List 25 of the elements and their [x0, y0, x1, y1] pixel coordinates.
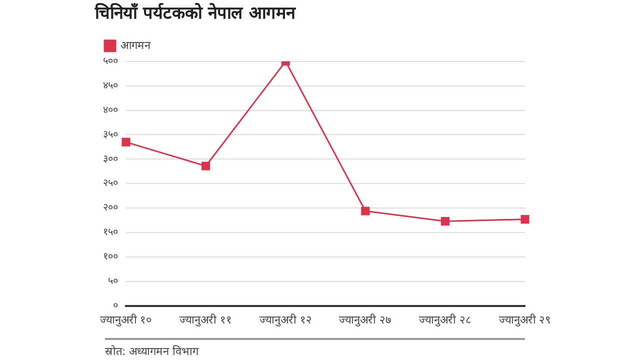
x-tick-label: ज्यानुअरी २७: [339, 313, 392, 326]
y-tick-label: ४५०: [103, 80, 118, 92]
y-tick-label: ५००: [103, 56, 118, 67]
x-tick-label: ज्यानुअरी १२: [259, 313, 312, 326]
x-tick-label: ज्यानुअरी २९: [498, 313, 552, 326]
text: स्रोत: अध्यागमन विभाग: [105, 344, 200, 358]
point: [361, 206, 370, 216]
y-tick-label: २५०: [103, 178, 118, 190]
legend-label: आगमन: [120, 38, 152, 52]
y-tick-label: ४००: [103, 104, 118, 116]
point: [202, 162, 210, 170]
chart-title: चिनियाँ पर्यटकको नेपाल आगमन: [94, 2, 296, 24]
point: [520, 214, 530, 224]
y-tick-label: २००: [103, 202, 118, 214]
y-tick-label: ०: [113, 300, 118, 312]
point: [122, 138, 130, 146]
x-tick-label: ज्यानुअरी १०: [100, 313, 152, 326]
y-tick-label: १५०: [103, 227, 118, 238]
y-tick-label: ३५०: [103, 129, 118, 140]
y-tick-label: ५०: [108, 276, 118, 287]
point: [440, 216, 450, 226]
y-tick-label: १००: [103, 252, 118, 263]
y-tick-label: ३००: [103, 154, 118, 165]
x-tick-label: ज्यानुअरी २८: [418, 313, 472, 326]
x-tick-label: ज्यानुअरी ११: [180, 313, 232, 326]
